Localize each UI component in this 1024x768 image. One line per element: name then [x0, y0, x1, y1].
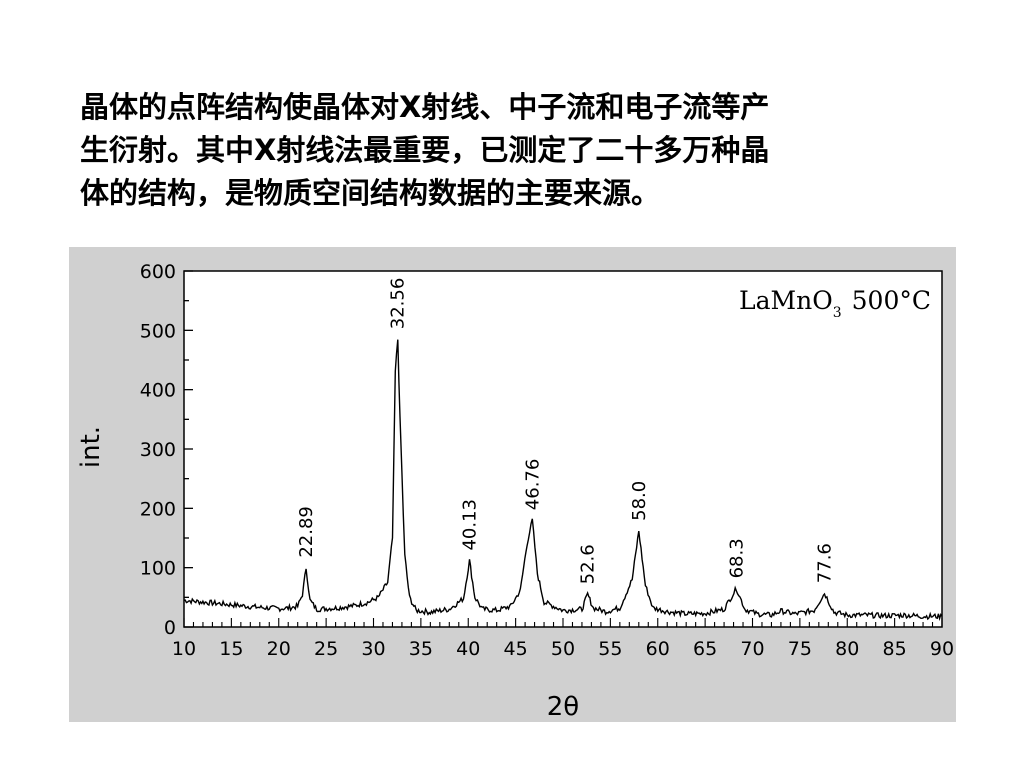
x-tick-label: 45: [504, 638, 528, 660]
paragraph-line-1: 晶体的点阵结构使晶体对X射线、中子流和电子流等产: [80, 90, 770, 124]
sample-formula: LaMnO: [739, 286, 833, 315]
peak-label: 46.76: [522, 459, 543, 511]
x-tick-label: 80: [835, 638, 859, 660]
x-tick-label: 35: [409, 638, 433, 660]
xrd-chart: 0 100 200 300 400 500 600 10 15 20 25 30 35 40 45 50 55…: [76, 261, 954, 722]
x-tick-label: 70: [740, 638, 764, 660]
x-tick-label: 20: [267, 638, 291, 660]
x-tick-label: 25: [314, 638, 338, 660]
y-axis-ticks: 0 100 200 300 400 500 600: [140, 261, 193, 639]
x-tick-label: 60: [646, 638, 670, 660]
y-axis-title: int.: [76, 426, 106, 468]
x-tick-label: 30: [361, 638, 385, 660]
x-tick-label: 40: [456, 638, 480, 660]
paragraph-line-2: 生衍射。其中X射线法最重要，已测定了二十多万种晶: [80, 133, 770, 167]
sample-annotation: LaMnO3 500°C: [739, 286, 931, 321]
peak-labels: 22.89 32.56 40.13 46.76 52.6 58.0 68.3 77.6: [296, 278, 835, 585]
x-axis-ticks: 10 15 20 25 30 35 40 45 50 55 60 65 70 75 80 85 90: [172, 618, 954, 660]
y-tick-label: 200: [140, 498, 176, 520]
x-axis-title: 2θ: [547, 692, 579, 722]
x-tick-label: 15: [219, 638, 243, 660]
peak-label: 58.0: [629, 481, 650, 521]
sample-temperature: 500°C: [852, 286, 931, 315]
x-tick-label: 90: [930, 638, 954, 660]
x-tick-label: 75: [788, 638, 812, 660]
x-tick-label: 50: [551, 638, 575, 660]
peak-label: 22.89: [296, 506, 317, 558]
x-tick-label: 85: [883, 638, 907, 660]
y-tick-label: 0: [164, 617, 176, 639]
x-tick-label: 10: [172, 638, 196, 660]
y-tick-label: 600: [140, 261, 176, 283]
y-tick-label: 400: [140, 380, 176, 402]
y-tick-label: 300: [140, 439, 176, 461]
description-paragraph: 晶体的点阵结构使晶体对X射线、中子流和电子流等产 生衍射。其中X射线法最重要，已…: [80, 86, 960, 215]
peak-label: 52.6: [578, 544, 599, 584]
y-tick-label: 100: [140, 558, 176, 580]
peak-label: 40.13: [459, 499, 480, 551]
peak-label: 68.3: [726, 538, 747, 578]
x-tick-label: 55: [598, 638, 622, 660]
paragraph-line-3: 体的结构，是物质空间结构数据的主要来源。: [80, 176, 661, 210]
plot-area: [183, 270, 943, 628]
peak-label: 32.56: [388, 278, 409, 330]
sample-subscript: 3: [833, 305, 842, 321]
x-tick-label: 65: [693, 638, 717, 660]
xrd-spectrum-line: [183, 339, 943, 622]
xrd-chart-panel: 0 100 200 300 400 500 600 10 15 20 25 30 35 40 45 50 55…: [69, 247, 956, 722]
peak-label: 77.6: [815, 543, 836, 583]
y-tick-label: 500: [140, 320, 176, 342]
